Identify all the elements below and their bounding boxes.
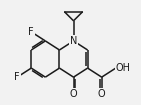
Text: F: F [14, 72, 20, 82]
Text: O: O [98, 89, 105, 99]
Text: F: F [28, 27, 34, 37]
Text: N: N [70, 36, 77, 46]
Text: O: O [70, 89, 77, 99]
Text: OH: OH [116, 63, 131, 73]
